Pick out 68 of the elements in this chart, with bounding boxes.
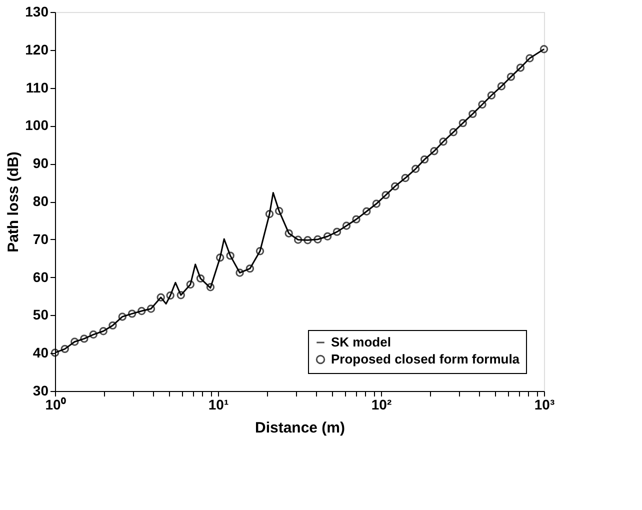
point [352,215,360,224]
point [89,330,98,339]
y-axis-title: Path loss (dB) [5,152,22,252]
point [304,236,312,244]
y-tick-label: 30 [32,382,49,398]
point [166,291,174,300]
point [390,182,400,190]
point [506,72,516,81]
point [80,334,88,343]
point [497,82,506,90]
point [146,304,156,313]
point [99,327,108,336]
point [128,310,136,318]
point [411,164,420,174]
point [478,100,486,109]
point [186,280,194,289]
point [362,207,371,216]
point [256,247,264,256]
y-tick-label: 130 [25,4,49,20]
point [314,235,322,244]
y-tick-label: 80 [32,193,49,209]
x-tick-label: 10¹ [208,396,229,412]
point [265,210,274,218]
point [118,312,126,321]
y-tick-label: 90 [32,155,49,172]
y-tick-label: 70 [32,230,49,247]
point [516,64,525,72]
legend-label: Proposed closed form formula [331,352,520,366]
point [332,228,342,236]
x-axis-title: Distance (m) [254,420,346,436]
point [487,91,496,100]
point [439,138,448,146]
point [196,274,205,283]
point [382,190,390,200]
point [323,232,332,240]
point [246,264,254,273]
legend-label: SK model [331,334,391,350]
point [176,291,185,300]
point [458,118,467,128]
point [226,252,234,260]
x-tick-label: 10³ [534,396,555,412]
point [401,174,410,182]
point [372,200,380,208]
x-tick-label: 10⁰ [45,396,66,412]
point [216,253,224,262]
point [108,321,117,330]
point [420,155,429,164]
point [70,338,79,346]
point [284,229,293,238]
point [468,110,477,118]
y-tick-label: 100 [25,117,49,134]
y-tick-label: 50 [32,306,49,323]
point [138,306,146,316]
point [526,54,534,62]
point [60,344,69,354]
point [449,128,458,136]
point [236,268,244,277]
point [430,146,438,156]
x-tick-label: 10² [371,396,392,412]
point [156,293,165,302]
y-tick-label: 120 [25,41,49,58]
y-tick-label: 40 [32,344,49,361]
point [274,206,284,216]
point [294,236,302,244]
y-tick-label: 110 [26,79,49,96]
y-tick-label: 60 [32,268,49,285]
point [206,283,215,292]
point [342,222,351,230]
